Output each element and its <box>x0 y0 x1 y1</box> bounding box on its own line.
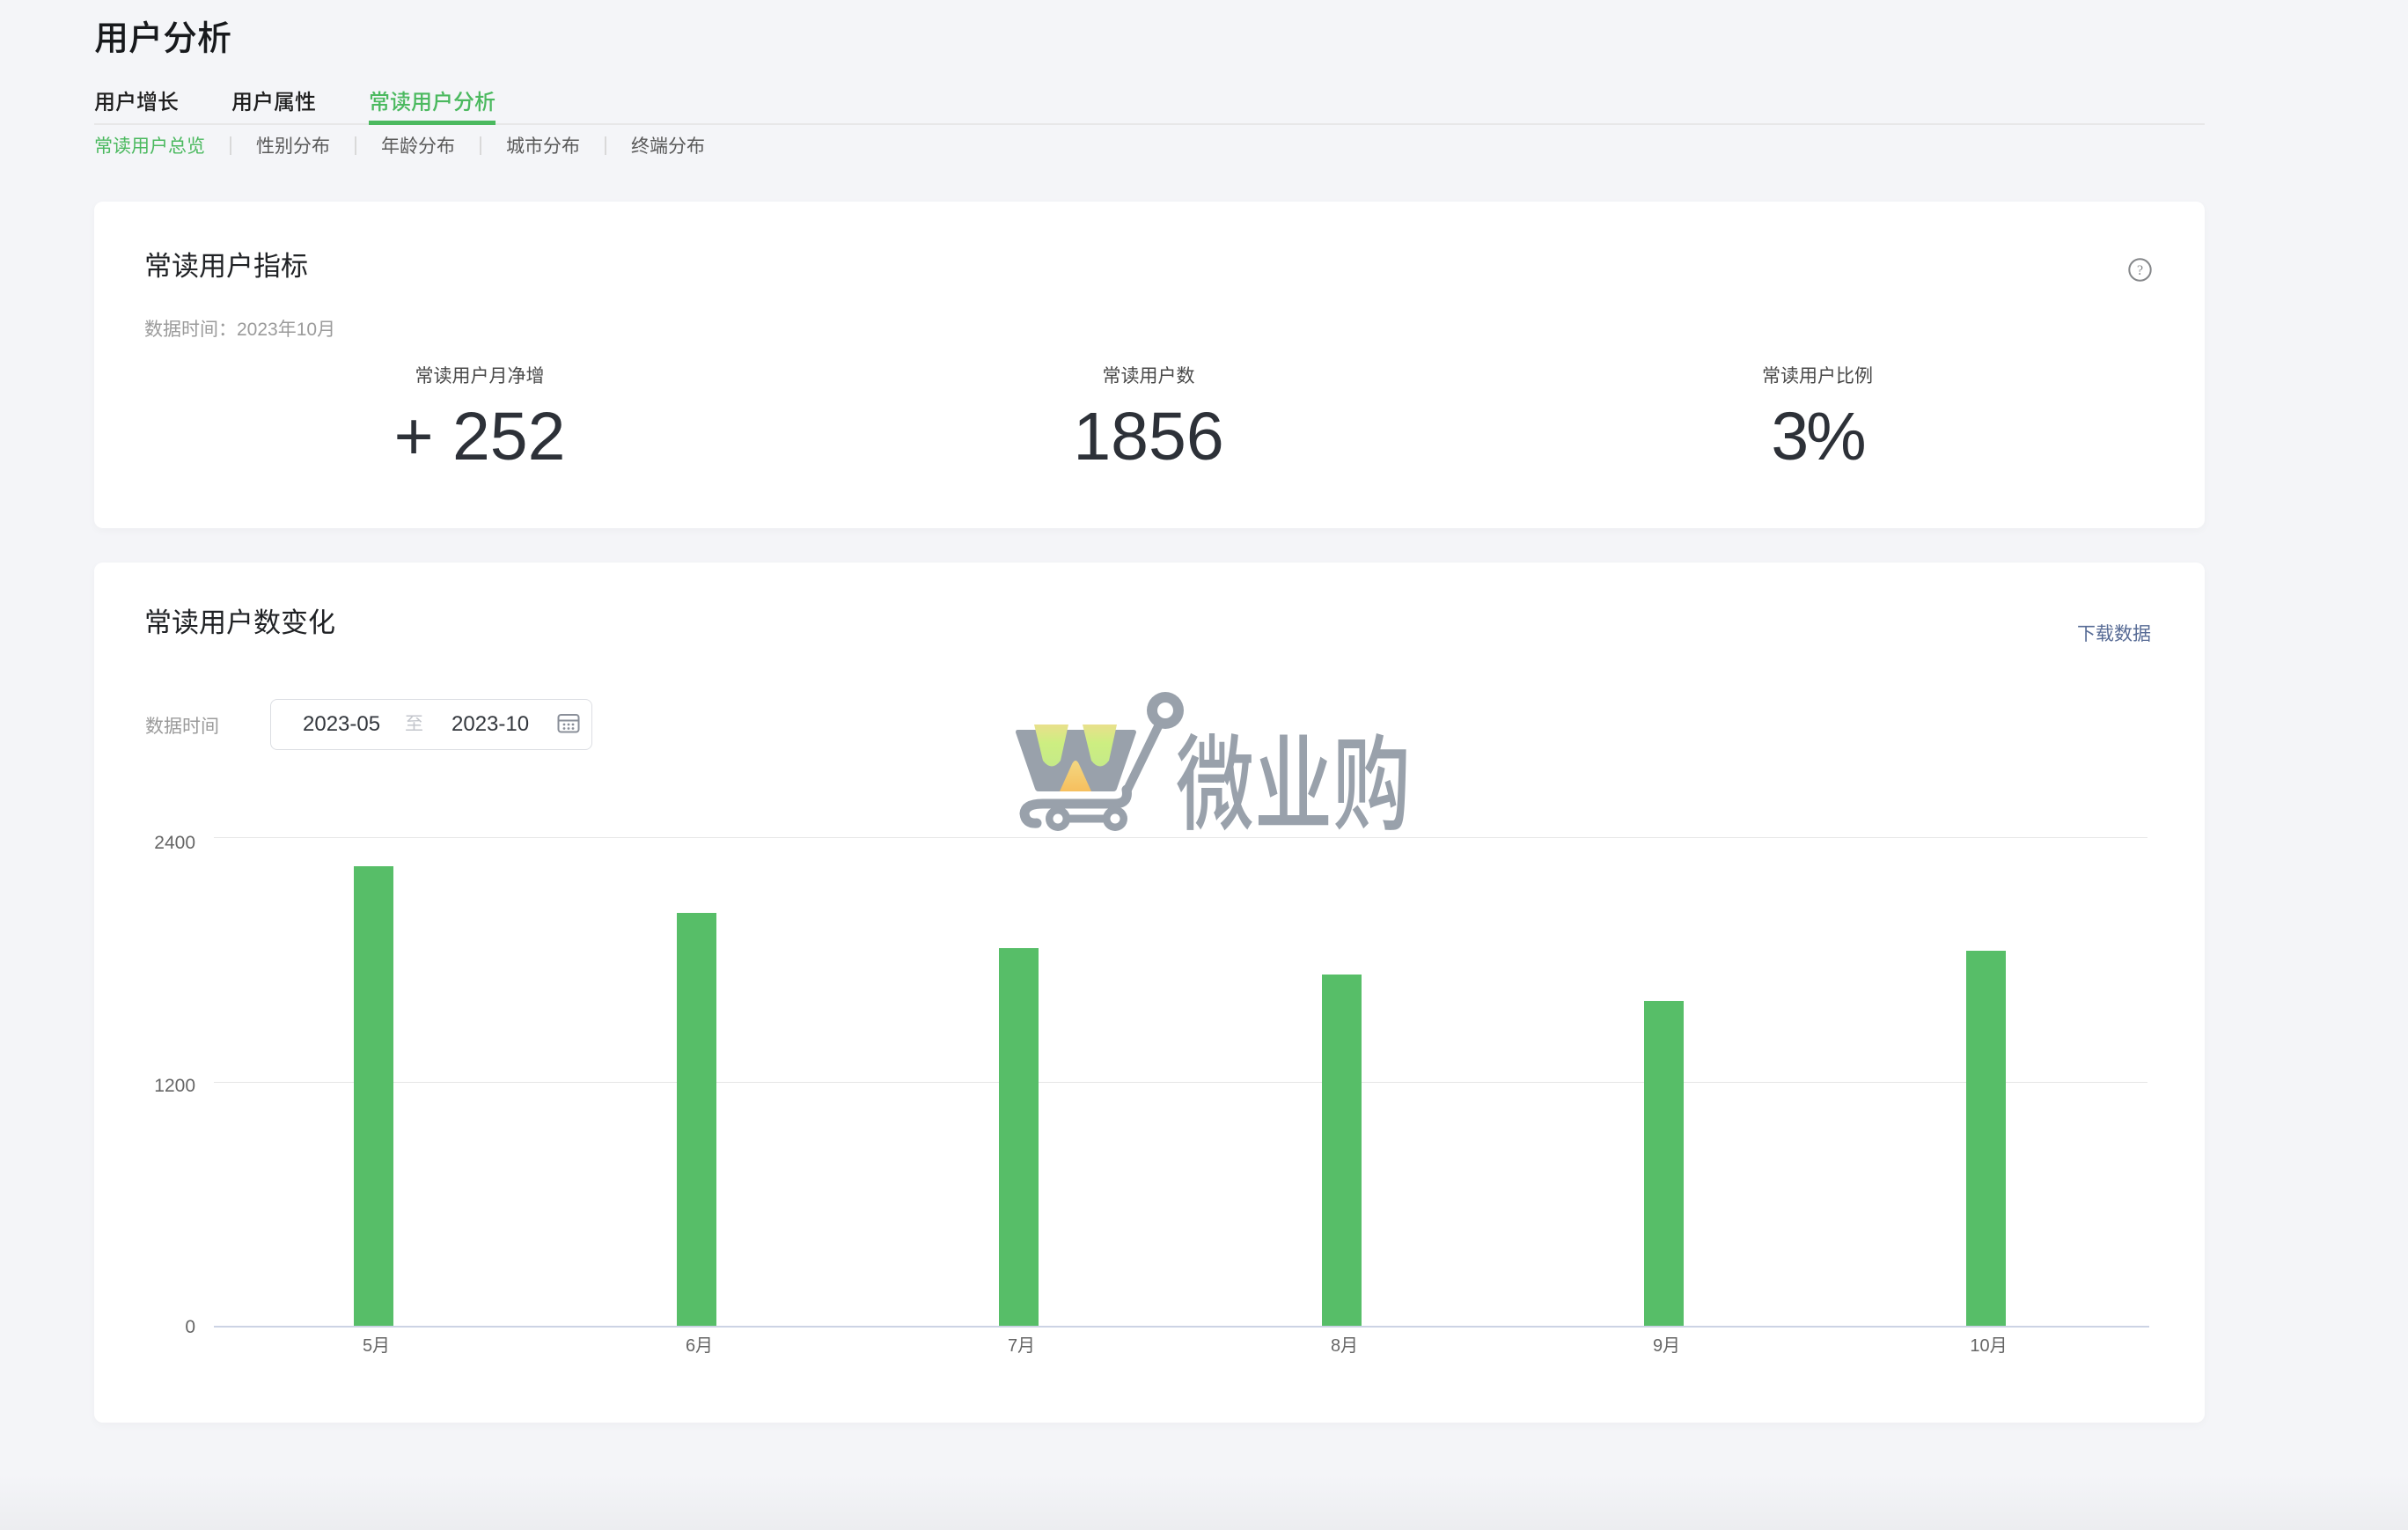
svg-text:微业购: 微业购 <box>1176 701 1411 845</box>
svg-text:?: ? <box>2137 263 2143 278</box>
